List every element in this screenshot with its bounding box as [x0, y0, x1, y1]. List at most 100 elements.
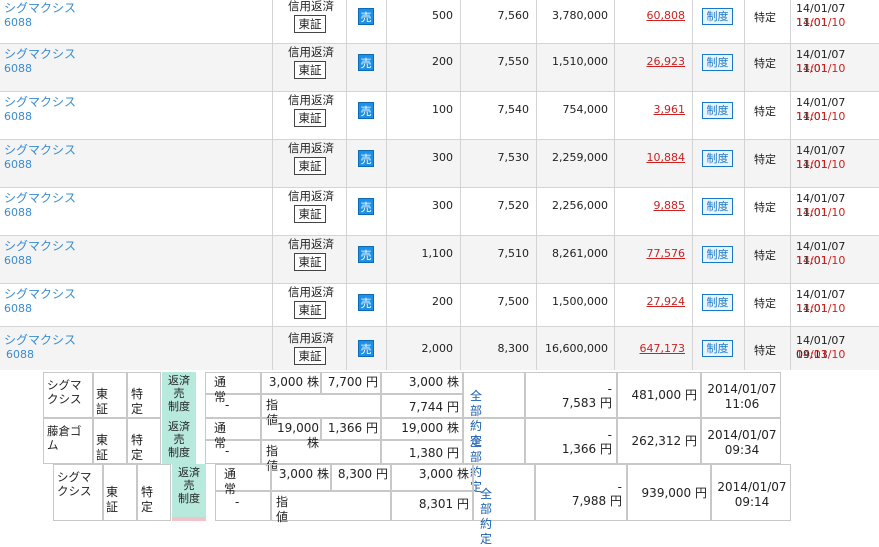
trade-type: 信用返済: [288, 331, 334, 345]
system-margin-button[interactable]: 制度: [702, 246, 733, 263]
order-dash: -: [235, 495, 240, 509]
order-stock-name: シグマクシス: [47, 378, 82, 406]
sell-badge: 売: [358, 340, 374, 357]
trade-type: 信用返済: [288, 285, 334, 299]
system-margin-button[interactable]: 制度: [702, 340, 733, 357]
system-margin-button[interactable]: 制度: [702, 150, 733, 167]
system-margin-button[interactable]: 制度: [702, 54, 733, 71]
profit-loss-link[interactable]: 10,884: [646, 151, 686, 164]
account-type: 特定: [754, 11, 776, 24]
order-market: 東証: [96, 433, 109, 462]
order-condition: 通常: [224, 467, 237, 496]
stock-name-link[interactable]: シグマクシス: [4, 191, 77, 205]
sell-badge: 売: [358, 294, 374, 311]
profit-loss-link[interactable]: 9,885: [653, 199, 686, 212]
price: 7,550: [497, 55, 530, 68]
exchange-badge: 東証: [294, 157, 326, 175]
stock-code: 6088: [4, 254, 32, 267]
order-stock-name: 藤倉ゴム: [47, 424, 82, 452]
settle-date: 14/01/10: [796, 110, 846, 123]
trade-type: 信用返済: [288, 93, 334, 107]
profit-loss-link[interactable]: 60,808: [646, 9, 686, 22]
stock-name-link[interactable]: シグマクシス: [4, 239, 77, 253]
order-quantity: 3,000 株: [278, 467, 329, 481]
settle-date: 14/01/10: [796, 62, 846, 75]
stock-code: 6088: [4, 158, 32, 171]
trade-row: シグマクシス 6088 信用返済 東証 売 500 7,560 3,780,00…: [0, 0, 879, 44]
quantity: 1,100: [421, 247, 454, 260]
executed-quantity: 19,000 株: [401, 421, 459, 435]
order-time: 09:14: [734, 495, 770, 509]
trade-datetime: 14/01/07 11:01: [796, 96, 846, 123]
executed-quantity: 3,000 株: [408, 375, 459, 389]
account-type: 特定: [754, 249, 776, 262]
amount: 2,256,000: [552, 199, 608, 212]
sell-badge: 売: [358, 8, 374, 25]
stock-name-link[interactable]: シグマクシス: [4, 1, 77, 15]
stock-code: 6088: [4, 16, 32, 29]
profit-loss-link[interactable]: 3,961: [653, 103, 686, 116]
exchange-badge: 東証: [294, 15, 326, 33]
system-margin-button[interactable]: 制度: [702, 198, 733, 215]
trade-row: シグマクシス 6088 信用返済 東証 売 100 7,540 754,000 …: [0, 92, 879, 140]
settle-date: 14/01/10: [796, 302, 846, 315]
order-dash: -: [225, 398, 230, 412]
sell-badge: 売: [358, 150, 374, 167]
stock-name-link[interactable]: シグマクシス: [4, 47, 77, 61]
sell-badge: 売: [358, 54, 374, 71]
order-condition: 通常: [214, 375, 227, 404]
profit-loss-link[interactable]: 77,576: [646, 247, 686, 260]
settle-date: 14/01/10: [796, 348, 846, 361]
trade-datetime: 14/01/07 11:01: [796, 2, 846, 29]
profit-loss-link[interactable]: 26,923: [646, 55, 686, 68]
system-margin-button[interactable]: 制度: [702, 294, 733, 311]
order-dash-2: -: [607, 428, 612, 442]
trade-type: 信用返済: [288, 189, 334, 203]
order-time: 09:34: [724, 443, 760, 457]
amount: 3,780,000: [552, 9, 608, 22]
price: 7,540: [497, 103, 530, 116]
exchange-badge: 東証: [294, 301, 326, 319]
account-type: 特定: [754, 344, 776, 357]
stock-name-link[interactable]: シグマクシス: [4, 143, 77, 157]
system-margin-button[interactable]: 制度: [702, 102, 733, 119]
order-status-link[interactable]: 全部約定: [470, 389, 483, 448]
trade-type: 信用返済: [288, 45, 334, 59]
price: 8,300: [497, 342, 530, 355]
trade-datetime: 14/01/07 11:01: [796, 192, 846, 219]
system-margin-button[interactable]: 制度: [702, 8, 733, 25]
stock-name-link[interactable]: シグマクシス: [4, 287, 77, 301]
amount: 754,000: [562, 103, 609, 116]
profit-loss-link[interactable]: 647,173: [639, 342, 686, 355]
order-market: 東証: [96, 387, 109, 416]
profit-loss-link[interactable]: 27,924: [646, 295, 686, 308]
executed-price: 7,744 円: [408, 400, 459, 414]
settle-date: 14/01/10: [796, 206, 846, 219]
price: 7,530: [497, 151, 530, 164]
trade-row: シグマクシス 6088 信用返済 東証 売 200 7,500 1,500,00…: [0, 284, 879, 327]
price: 7,500: [497, 295, 530, 308]
quantity: 200: [432, 55, 453, 68]
order-account: 特定: [141, 485, 154, 514]
price: 7,520: [497, 199, 530, 212]
quantity: 2,000: [421, 342, 454, 355]
average-price: 7,988 円: [571, 494, 622, 508]
price-type: 指値: [266, 398, 279, 427]
order-time: 11:06: [724, 397, 760, 411]
stock-name-link[interactable]: シグマクシス: [4, 333, 77, 347]
price-type: 指値: [266, 444, 279, 473]
amount: 2,259,000: [552, 151, 608, 164]
executed-price: 1,380 円: [408, 446, 459, 460]
stock-name-link[interactable]: シグマクシス: [4, 95, 77, 109]
trade-row: シグマクシス 6088 信用返済 東証 売 1,100 7,510 8,261,…: [0, 236, 879, 284]
trade-type: 信用返済: [288, 141, 334, 155]
order-status-link[interactable]: 全部約定: [480, 487, 493, 546]
trade-datetime: 14/01/07 11:01: [796, 48, 846, 75]
order-account: 特定: [131, 433, 144, 462]
order-dash: -: [225, 444, 230, 458]
amount: 1,500,000: [552, 295, 608, 308]
order-condition: 通常: [214, 421, 227, 450]
stock-code: 6088: [4, 110, 32, 123]
trade-row: シグマクシス 6088 信用返済 東証 売 2,000 8,300 16,600…: [0, 327, 879, 370]
price: 7,510: [497, 247, 530, 260]
